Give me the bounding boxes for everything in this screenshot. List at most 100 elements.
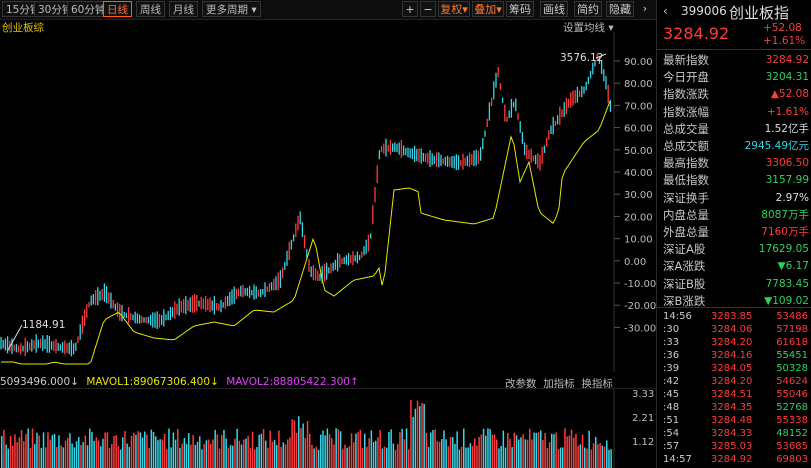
- volume-bar: [447, 446, 450, 468]
- volume-bar: [14, 434, 16, 468]
- ma-settings-label: 设置均线: [563, 22, 605, 34]
- period-daily-button[interactable]: 日线: [103, 1, 132, 17]
- period-30min-button[interactable]: 30分钟: [34, 1, 77, 17]
- volume-bar: [335, 428, 337, 468]
- volume-bar: [500, 445, 502, 468]
- volume-bar: [416, 400, 419, 468]
- tick-volume: 53685: [776, 441, 808, 452]
- volume-bar: [559, 447, 562, 468]
- tick-time: :39: [663, 363, 680, 374]
- volume-bar: [333, 444, 335, 468]
- volume-bar: [463, 428, 465, 468]
- volume-bar: [403, 439, 406, 468]
- volume-bar: [146, 434, 148, 468]
- volume-bar: [139, 432, 142, 468]
- tick-volume: 57198: [776, 324, 808, 335]
- volume-bar: [485, 435, 487, 468]
- collapse-arrow-icon[interactable]: ›: [642, 2, 648, 15]
- quote-row-value: ▼6.17: [777, 260, 809, 273]
- chart-toolbar: 15分钟 30分钟 60分钟 日线 周线 月线 更多周期 ▾ + − 复权▾ 叠…: [0, 0, 656, 20]
- volume-bar: [144, 431, 146, 468]
- volume-bar: [51, 435, 54, 468]
- volume-bar: [282, 442, 285, 468]
- chevron-down-icon: ▾: [608, 22, 614, 34]
- kline-chart[interactable]: 3576.12 1184.91 90.00 80.00 70.00 60.00 50.0…: [0, 32, 656, 372]
- volume-bar: [128, 446, 131, 468]
- y-tick-label: 0.00: [624, 257, 646, 268]
- quote-row-value: 3157.99: [765, 174, 809, 187]
- volume-bar: [188, 433, 190, 468]
- period-60min-button[interactable]: 60分钟: [67, 1, 110, 17]
- quote-row: 总成交量 1.52亿手: [663, 121, 809, 138]
- quote-row-value: ▼109.02: [764, 294, 809, 307]
- volume-bar: [69, 433, 71, 468]
- tick-price: 3284.20: [711, 376, 753, 387]
- change-params-button[interactable]: 改参数: [505, 378, 537, 390]
- period-15min-button[interactable]: 15分钟: [2, 1, 45, 17]
- volume-bar: [386, 447, 388, 468]
- volume-bar: [298, 416, 300, 468]
- chips-button[interactable]: 筹码: [506, 1, 534, 17]
- quote-row: 深证B股 7783.45: [663, 276, 809, 293]
- volume-bar: [412, 416, 414, 468]
- volume-bar: [304, 437, 307, 468]
- zoom-in-button[interactable]: +: [402, 1, 418, 17]
- volume-chart[interactable]: 3.33 2.21 1.12: [0, 389, 656, 468]
- overlay-dropdown[interactable]: 叠加▾: [472, 1, 504, 17]
- volume-bar: [350, 433, 353, 468]
- fuquan-dropdown[interactable]: 复权▾: [438, 1, 470, 17]
- volume-bar: [240, 444, 243, 468]
- volume-bar: [399, 432, 401, 468]
- vol-tick-3: 1.12: [632, 437, 654, 448]
- volume-bar: [53, 433, 56, 468]
- tick-volume: 54624: [776, 376, 808, 387]
- volume-bar: [174, 439, 177, 468]
- quote-row-label: 总成交量: [663, 121, 709, 136]
- nav-left-icon[interactable]: ‹: [663, 4, 668, 18]
- up-arrow-icon: ↑: [349, 376, 359, 388]
- switch-indicator-button[interactable]: 换指标: [581, 378, 613, 390]
- volume-bar: [566, 436, 568, 468]
- tick-time: :30: [663, 324, 680, 335]
- volume-bar: [443, 430, 445, 468]
- volume-bar: [573, 437, 575, 468]
- tick-row: :30 3284.06 57198: [657, 324, 811, 336]
- volume-bar: [474, 438, 476, 468]
- period-weekly-button[interactable]: 周线: [136, 1, 165, 17]
- volume-bar: [269, 430, 271, 468]
- quote-row-value: 3284.92: [765, 54, 809, 66]
- chart-grid: [614, 60, 620, 328]
- down-arrow-icon: ↓: [210, 376, 219, 388]
- volume-bar: [124, 431, 126, 468]
- volume-bar: [227, 447, 230, 468]
- volume-bar: [491, 434, 494, 468]
- volume-bar: [568, 435, 571, 468]
- quote-row-value: 2.97%: [775, 191, 809, 204]
- volume-bar: [97, 440, 100, 468]
- volume-bar: [267, 447, 269, 468]
- add-indicator-button[interactable]: 加指标: [543, 378, 575, 390]
- volume-bar: [232, 445, 234, 468]
- volume-bar: [436, 441, 439, 468]
- volume-bar: [577, 445, 579, 468]
- simple-mode-button[interactable]: 简约: [574, 1, 602, 17]
- ma-settings-button[interactable]: 设置均线 ▾: [563, 20, 614, 35]
- volume-bar: [557, 449, 560, 468]
- tick-volume: 48152: [776, 428, 808, 439]
- volume-bar: [218, 448, 221, 468]
- volume-bar: [40, 447, 43, 468]
- volume-bar: [469, 443, 472, 468]
- volume-bar: [432, 430, 434, 468]
- more-periods-dropdown[interactable]: 更多周期 ▾: [202, 1, 261, 17]
- period-monthly-button[interactable]: 月线: [169, 1, 198, 17]
- quote-row-label: 内盘总量: [663, 207, 709, 222]
- draw-line-button[interactable]: 画线: [540, 1, 568, 17]
- volume-bar: [359, 429, 362, 468]
- volume-bar: [317, 449, 320, 468]
- volume-bar: [73, 447, 76, 468]
- volume-bar: [223, 429, 225, 468]
- zoom-out-button[interactable]: −: [420, 1, 436, 17]
- hide-button[interactable]: 隐藏: [606, 1, 634, 17]
- volume-bar: [287, 439, 289, 468]
- y-tick-label: 70.00: [624, 101, 653, 112]
